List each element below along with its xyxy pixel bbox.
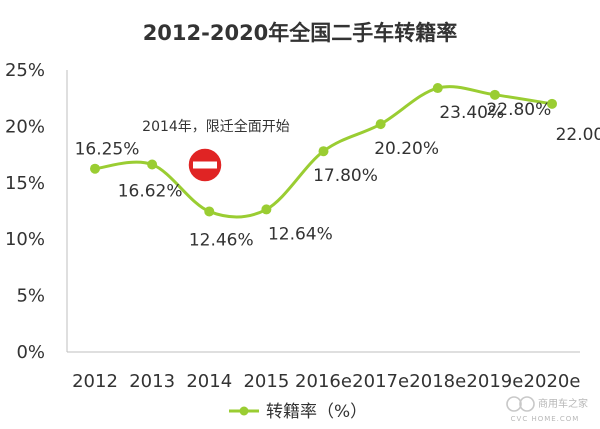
x-tick-labels: 2012 2013 2014 2015 2016e 2017e 2018e 2019e 2020… [72,371,580,392]
y-tick-labels: 0% 5% 10% 15% 20% 25% [5,60,45,363]
data-point [204,206,215,217]
x-tick-label: 2015 [243,371,289,392]
data-label: 12.46% [189,230,254,250]
x-tick-label: 2019e [466,371,523,392]
data-label: 20.20% [374,139,439,159]
data-label: 16.62% [118,182,183,202]
annotation-text: 2014年，限迁全面开始 [142,118,290,135]
data-point [489,89,500,100]
x-tick-label: 2017e [352,371,409,392]
data-point [147,159,158,170]
no-entry-icon [187,147,223,183]
cvc-logo-icon [506,396,535,412]
y-tick-label: 15% [5,173,45,194]
y-tick-label: 20% [5,116,45,137]
x-tick-label: 2018e [409,371,466,392]
y-tick-label: 10% [5,229,45,250]
data-point [261,204,272,215]
data-label: 16.25% [75,140,140,160]
legend-label: 转籍率（%） [266,402,367,422]
data-label: 12.64% [268,224,333,244]
x-tick-label: 2020e [524,371,581,392]
data-label: 22.80% [486,100,551,120]
data-label: 23.40% [439,103,504,123]
watermark-line1: 商用车之家 [538,397,588,410]
data-point [432,83,443,94]
data-point [547,98,557,109]
data-labels: 16.25% 16.62% 12.46% 12.64% 17.80% 20.20%23.4… [75,100,600,251]
watermark: 商用车之家 CVC HOME.COM [506,396,588,423]
series-points [90,83,557,217]
data-label: 22.00% [556,125,600,145]
y-tick-label: 0% [16,342,45,363]
x-tick-label: 2014 [186,371,232,392]
legend: 转籍率（%） [229,402,367,422]
y-tick-label: 25% [5,60,45,81]
data-point [90,163,100,174]
x-tick-label: 2012 [72,371,118,392]
data-point [375,119,386,130]
watermark-line2: CVC HOME.COM [511,415,580,423]
x-tick-label: 2013 [129,371,175,392]
y-tick-label: 5% [16,286,45,307]
data-point [318,146,329,157]
data-label: 17.80% [313,166,378,186]
x-tick-label: 2016e [295,371,352,392]
chart-title: 2012-2020年全国二手车转籍率 [143,21,458,45]
